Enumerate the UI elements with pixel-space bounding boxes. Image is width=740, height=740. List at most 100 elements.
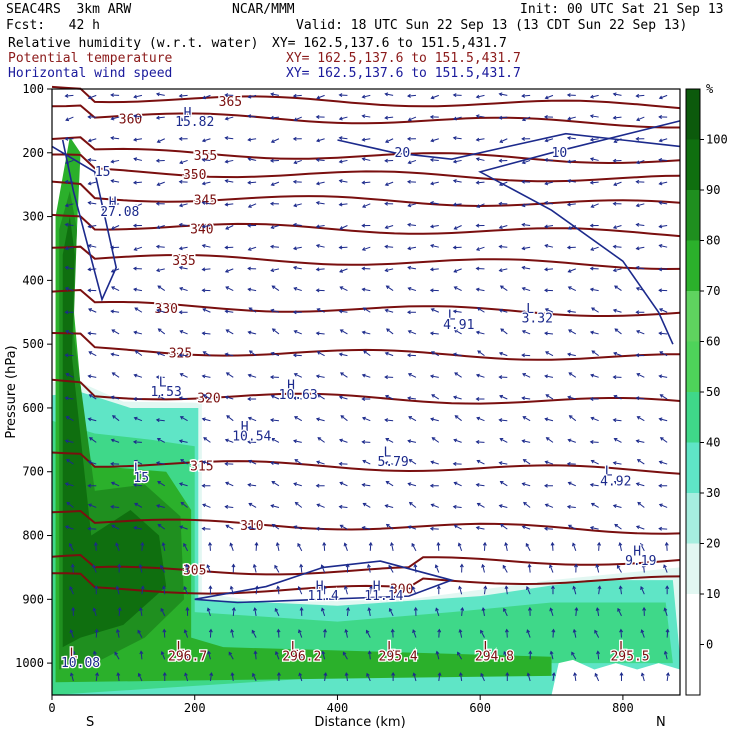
wind-vector-head	[132, 223, 137, 228]
wind-vector-head	[254, 541, 259, 546]
wind-vector-head	[567, 438, 572, 443]
wind-label-15: 15	[95, 165, 111, 180]
wind-vector-head	[208, 628, 213, 633]
wind-vector	[248, 203, 257, 208]
wind-vector	[636, 440, 645, 443]
wind-vector	[184, 629, 189, 638]
wind-vector	[207, 608, 211, 617]
wind-vector	[568, 225, 577, 230]
wind-vector	[636, 159, 645, 164]
wind-vector-head	[522, 373, 526, 377]
wind-vector-head	[338, 136, 343, 141]
wind-vector-head	[369, 585, 374, 590]
theta-label-310: 310	[240, 519, 263, 534]
wind-vector	[480, 630, 485, 638]
wind-vector-head	[390, 628, 395, 633]
wind-vector	[88, 159, 97, 161]
valid-time: Valid: 18 UTC Sun 22 Sep 13 (13 CDT Sun …	[296, 18, 688, 33]
wind-vector	[408, 266, 417, 270]
wind-vector-head	[179, 117, 184, 122]
wind-vector	[598, 542, 600, 551]
wind-vector-head	[384, 351, 389, 356]
wind-vector-head	[504, 628, 509, 633]
wind-vector-head	[133, 204, 138, 208]
wind-vector	[248, 460, 257, 465]
wind-vector-head	[453, 438, 458, 443]
wind-vector	[431, 351, 440, 357]
wind-vector-head	[665, 628, 670, 633]
colorbar-label: 60	[706, 335, 720, 349]
wind-vector	[568, 329, 577, 335]
wind-vector-head	[162, 671, 167, 676]
wind-vector	[392, 629, 394, 638]
colorbar-label: 80	[706, 234, 720, 248]
wind-vector-head	[406, 310, 411, 315]
wind-vector-head	[315, 224, 320, 229]
colorbar-band	[686, 291, 700, 342]
wind-vector-head	[521, 396, 526, 401]
wind-vector-head	[568, 329, 572, 333]
wind-vector-head	[498, 158, 503, 163]
wind-vector	[133, 138, 142, 141]
wind-vector	[343, 652, 348, 660]
wind-vector-head	[637, 501, 642, 506]
x-tick-label: 0	[48, 701, 55, 715]
wind-vector-head	[271, 328, 276, 333]
wind-vector-head	[498, 461, 503, 466]
wind-vector-head	[521, 329, 526, 334]
wind-vector-head	[407, 286, 412, 291]
wind-vector	[317, 437, 325, 443]
wind-vector	[118, 607, 121, 616]
wind-vector	[591, 307, 599, 313]
wind-vector	[545, 94, 554, 99]
wind-vector	[316, 225, 325, 228]
wind-vector-head	[476, 459, 481, 464]
wind-vector-head	[430, 138, 435, 143]
wind-vector-head	[134, 502, 138, 507]
wind-vector-head	[343, 585, 348, 590]
x-end-label-left: S	[86, 715, 94, 730]
field-rh-xy: XY= 162.5,137.6 to 151.5,431.7	[272, 36, 507, 51]
wind-vector-head	[544, 503, 549, 508]
wind-vector-head	[475, 94, 480, 99]
wind-vector	[659, 351, 668, 357]
wind-vector-head	[87, 224, 92, 229]
wind-vector-head	[452, 245, 457, 250]
x-tick-label: 600	[469, 701, 491, 715]
wind-vector-head	[636, 117, 640, 122]
wind-vector-head	[545, 437, 550, 441]
wind-vector-head	[429, 114, 434, 119]
wind-vector-head	[385, 285, 390, 290]
wind-vector	[294, 373, 302, 378]
wind-vector-head	[452, 504, 457, 509]
wind-vector-head	[340, 372, 344, 376]
wind-vector	[294, 159, 302, 164]
wind-vector-head	[452, 116, 457, 121]
wind-vector-head	[659, 437, 664, 441]
wind-vector-head	[566, 202, 571, 207]
wind-vector-head	[315, 417, 320, 422]
wind-vector-head	[270, 115, 274, 120]
wind-vector-head	[185, 650, 190, 655]
wind-vector	[506, 629, 508, 638]
wind-vector-head	[498, 225, 503, 230]
wind-vector-head	[247, 137, 252, 142]
wind-vector-head	[224, 309, 229, 314]
wind-vector-head	[161, 542, 166, 547]
wind-vector-head	[65, 117, 70, 122]
wind-vector-head	[201, 181, 206, 186]
wind-vector-head	[179, 373, 184, 377]
wind-vector-head	[361, 287, 366, 292]
wind-vector	[339, 482, 348, 487]
wind-vector-head	[385, 523, 390, 528]
wind-vector	[294, 416, 303, 422]
wind-vector	[89, 394, 97, 400]
wind-vector	[70, 673, 74, 682]
wind-vector-head	[549, 564, 553, 569]
wind-vector-head	[544, 243, 549, 248]
wind-vector	[322, 651, 326, 660]
wind-vector-head	[384, 201, 388, 206]
wind-vector	[454, 286, 462, 292]
wind-vector-head	[229, 542, 234, 547]
wind-vector-head	[429, 224, 434, 229]
